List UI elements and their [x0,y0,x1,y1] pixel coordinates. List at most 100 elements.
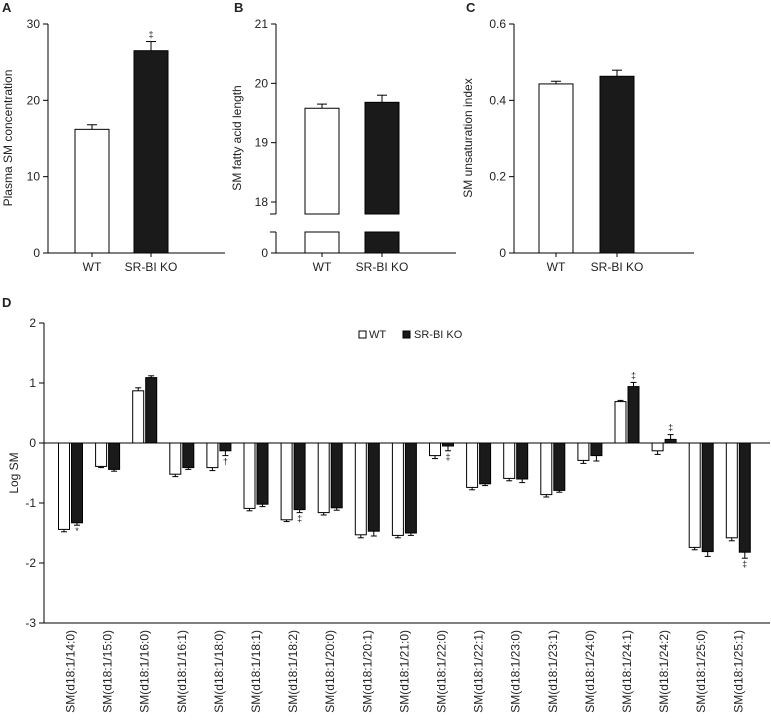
panel-d-ytick-label: -3 [25,616,36,630]
panel-d-bar-wt [503,442,516,479]
panel-a-bar-ko [133,50,169,254]
panel-d-bar-ko [516,442,529,480]
panel-a-plot: 0 10 20 30 WT SR-BI KO ‡ [27,17,225,274]
panel-d-category-label: SM(d18:1/24:2) [657,630,671,713]
panel-d-bar-wt [280,442,293,521]
panel-d-significance-mark: * [75,526,79,536]
legend-ko-label: SR-BI KO [414,329,463,341]
panel-letter-b: B [234,0,243,15]
panel-d-bar-ko [590,442,603,457]
legend-wt-swatch [358,330,367,339]
panel-d-category-label: SM(d18:1/20:1) [360,630,374,713]
panel-b-ytick-label: 0 [261,246,268,260]
panel-d-bar-ko [182,442,195,469]
panel-d-bar-ko [293,442,306,511]
panel-d-category-label: SM(d18:1/23:1) [546,630,560,713]
panel-d-bar-ko [627,386,640,444]
panel-d-bar-wt [429,442,441,457]
panel-a-bar-wt [74,128,110,254]
panel-d-significance-mark: ‡ [742,559,747,569]
panel-b-bar-wt-lower [304,231,340,254]
panel-d-bar-wt [651,442,664,452]
panel-d-significance-mark: ‡ [668,423,673,433]
panel-d-ylabel: Log SM [7,452,21,493]
panel-d-category-label: SM(d18:1/25:1) [731,630,745,713]
panel-d-bar-wt [58,442,70,530]
legend-ko-swatch [402,330,411,339]
panel-d-bar-ko [442,442,454,447]
panel-d-bar-ko [404,442,417,534]
panel-c-xtick-label: SR-BI KO [591,260,644,274]
panel-d-plot: -3 -2 -1 0 1 2 * SM(d18:1/14:0) SM(d18:1/15:0) SM… [25,316,770,713]
panel-d-bar-ko [664,438,677,444]
panel-b-ytick-label: 20 [255,76,269,90]
panel-c-xtick-label: WT [547,260,566,274]
panel-d-category-label: SM(d18:1/20:0) [323,630,337,713]
panel-b-ytick-label: 19 [255,136,269,150]
panel-d-legend: WT SR-BI KO [358,329,463,341]
panel-d-category-label: SM(d18:1/14:0) [64,630,78,713]
panel-d-category-label: SM(d18:1/18:1) [249,630,263,713]
panel-b-xtick-label: WT [313,260,332,274]
panel-a-ylabel: Plasma SM concentration [1,70,15,207]
panel-d-ytick-label: 2 [29,316,36,330]
panel-c-bar-ko [599,75,635,254]
panel-b-ylabel: SM fatty acid length [230,85,244,190]
panel-d-bar-ko [71,442,83,524]
panel-c-bar-wt [538,83,574,254]
panel-b-xtick-label: SR-BI KO [356,260,409,274]
panel-d-bar-ko [479,442,492,485]
panel-d-bar-wt [169,442,182,475]
panel-b-ytick-label: 18 [255,195,269,209]
panel-d-bar-wt [466,442,479,488]
panel-d-category-label: SM(d18:1/25:0) [694,630,708,713]
panel-c-ylabel: SM unsaturation index [461,78,475,197]
panel-d-category-label: SM(d18:1/15:0) [101,630,115,713]
panel-d-category-label: SM(d18:1/23:0) [509,630,523,713]
panel-c-ytick-label: 0.2 [489,170,506,184]
panel-c-ytick-label: 0.4 [489,93,506,107]
panel-d-ytick-label: -1 [25,496,36,510]
panel-d-bar-ko [330,442,343,509]
panel-d-significance-mark: ‡ [297,514,302,524]
panel-d-bar-ko [256,442,269,505]
panel-c-ytick-label: 0.6 [489,17,506,31]
panel-d-bar-wt [577,442,590,461]
panel-d-bar-ko [108,442,121,470]
panel-b-plot: 0 18 19 20 21 WT SR-BI KO [255,17,456,274]
panel-d-bar-wt [95,442,108,467]
panel-c-plot: 0 0.2 0.4 0.6 WT SR-BI KO [489,17,694,274]
panel-d-category-label: SM(d18:1/21:0) [397,630,411,713]
panel-d-category-label: SM(d18:1/22:0) [435,630,449,713]
panel-d-ytick-label: 0 [29,436,36,450]
panel-d-bar-wt [725,442,738,539]
panel-a-ytick-label: 30 [27,17,41,31]
panel-b-bar-wt-upper [304,107,340,215]
panel-letter-d: D [2,295,11,310]
panel-d-bar-ko [367,442,380,532]
panel-d-bar-wt [317,442,330,514]
panel-d-bar-ko [219,442,232,452]
panel-d-significance-mark: ‡ [631,370,636,380]
panel-d-category-label: SM(d18:1/24:1) [620,630,634,713]
legend-wt-label: WT [369,329,386,341]
panel-d-ytick-label: -2 [25,556,36,570]
panel-a-significance-mark: ‡ [148,30,153,40]
panel-d-bar-wt [688,442,701,548]
panel-d-category-label: SM(d18:1/16:0) [138,630,152,713]
panel-d-bar-ko [553,442,566,491]
panel-d-bar-wt [132,390,145,444]
panel-letter-c: C [466,0,476,15]
panel-d-bar-wt [206,442,219,469]
panel-a-ytick-label: 10 [27,170,41,184]
panel-d-bar-wt [614,401,627,444]
panel-a-ytick-label: 0 [33,246,40,260]
panel-d-bar-wt [243,442,256,509]
panel-d-category-label: SM(d18:1/18:0) [212,630,226,713]
panel-d-significance-mark: † [223,457,228,467]
panel-d-category-label: SM(d18:1/24:0) [583,630,597,713]
panel-b-bar-ko-upper [364,101,400,215]
panel-d-category-label: SM(d18:1/22:1) [472,630,486,713]
panel-d-bar-ko [738,442,751,553]
